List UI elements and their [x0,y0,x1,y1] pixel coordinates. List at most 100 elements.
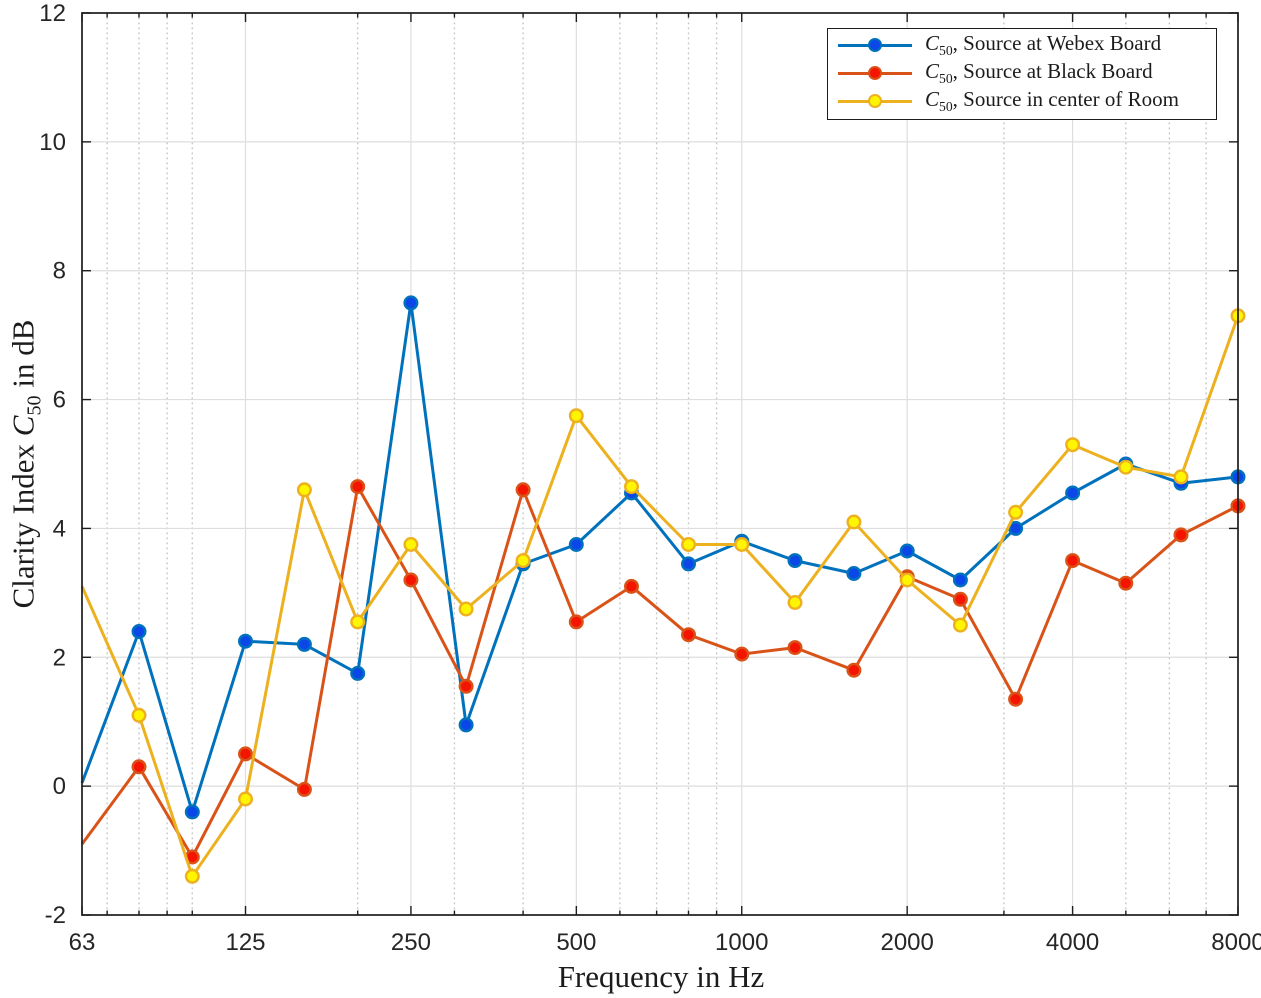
x-tick-label: 250 [391,929,431,956]
axis-box [81,12,1239,916]
data-point-marker [237,633,253,649]
legend-label-subscript: 50 [939,43,953,59]
legend-sample-black-board [838,65,912,82]
data-point-marker [131,759,147,775]
data-point-marker [1065,485,1081,501]
data-point-marker [237,746,253,762]
legend-label-subscript: 50 [939,99,953,115]
data-point-marker [403,537,419,553]
data-point-marker [515,482,531,498]
y-axis-label: Clarity Index C50 in dB [5,320,46,609]
x-tick-label: 1000 [715,929,768,956]
data-point-marker [184,804,200,820]
data-point-marker [515,553,531,569]
legend-label-symbol: C [925,30,940,55]
data-point-marker [131,624,147,640]
data-point-marker [296,482,312,498]
data-point-marker [1008,691,1024,707]
legend-label-symbol: C [925,58,940,83]
legend-label-text: , Source in center of Room [952,86,1179,111]
data-point-marker [787,553,803,569]
data-point-marker [568,537,584,553]
data-point-marker [1065,437,1081,453]
legend-item-webex-board: C50, Source at Webex Board [828,31,1216,59]
legend-label-webex-board: C50, Source at Webex Board [925,31,1161,59]
legend-item-black-board: C50, Source at Black Board [828,59,1216,87]
series-line-webex-board [80,301,1239,814]
series-line-black-board [80,485,1239,859]
data-point-marker [296,781,312,797]
data-point-marker [296,636,312,652]
data-point-marker [237,791,253,807]
legend-item-room-center: C50, Source in center of Room [828,87,1216,115]
data-point-marker [624,479,640,495]
data-point-marker [458,678,474,694]
data-point-marker [899,572,915,588]
data-point-marker [734,646,750,662]
tick-marks [81,12,1239,916]
data-point-marker [568,408,584,424]
data-point-marker [899,543,915,559]
data-point-marker [1008,504,1024,520]
legend-label-symbol: C [925,86,940,111]
data-point-marker [350,665,366,681]
x-axis-label: Frequency in Hz [557,959,765,994]
legend-label-subscript: 50 [939,71,953,87]
x-tick-label: 500 [556,929,596,956]
data-point-marker [350,479,366,495]
legend-marker-room-center [868,94,882,108]
legend-label-text: , Source at Black Board [952,58,1153,83]
major-gridlines [82,13,1238,915]
data-point-marker [131,707,147,723]
data-point-marker [952,617,968,633]
data-point-marker [952,591,968,607]
y-tick-label: 10 [39,129,66,156]
x-tick-label: 2000 [880,929,933,956]
data-point-marker [458,717,474,733]
data-point-marker [681,537,697,553]
y-axis-label-symbol: C [5,415,41,437]
legend-sample-room-center [838,93,912,110]
y-axis-label-unit: in dB [5,319,41,396]
data-point-marker [846,662,862,678]
y-tick-label: 6 [53,387,66,414]
x-tick-label: 125 [225,929,265,956]
data-point-marker [787,640,803,656]
series-black-board [80,479,1246,865]
y-tick-label: 8 [53,258,66,285]
data-point-marker [952,572,968,588]
data-point-marker [1118,459,1134,475]
legend: C50, Source at Webex Board C50, Source a… [827,28,1217,120]
y-tick-label: 12 [39,0,66,27]
data-point-marker [681,556,697,572]
data-point-marker [681,627,697,643]
x-tick-label: 4000 [1046,929,1099,956]
series-line-room-center [80,315,1240,878]
y-axis-label-text: Clarity Index [5,436,41,609]
y-tick-label: 4 [53,515,66,542]
x-minor-gridlines [106,12,1207,916]
data-point-marker [1173,527,1189,543]
y-tick-label: 2 [53,644,66,671]
data-point-marker [787,595,803,611]
data-point-marker [568,614,584,630]
y-tick-label: -2 [45,902,66,929]
data-point-marker [734,537,750,553]
data-point-marker [403,572,419,588]
data-point-marker [350,614,366,630]
x-tick-label: 63 [69,929,96,956]
y-tick-label: 0 [53,773,66,800]
data-point-marker [1173,469,1189,485]
data-point-marker [846,514,862,530]
series-room-center [80,308,1246,884]
legend-label-text: , Source at Webex Board [952,30,1162,55]
legend-marker-black-board [868,66,882,80]
data-point-marker [846,566,862,582]
data-point-marker [184,868,200,884]
data-point-marker [1118,575,1134,591]
legend-marker-webex-board [868,38,882,52]
y-axis-label-subscript: 50 [23,395,46,416]
x-tick-label: 8000 [1211,929,1261,956]
